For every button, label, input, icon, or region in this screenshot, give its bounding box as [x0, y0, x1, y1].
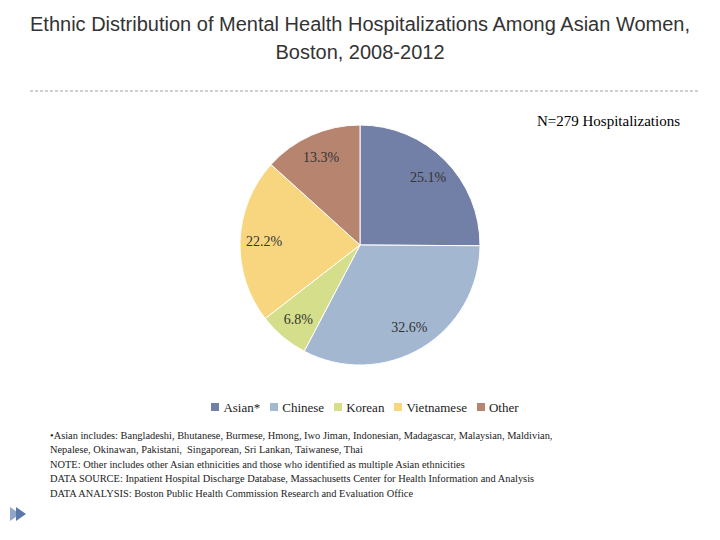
legend-item: Vietnamese [394, 400, 467, 416]
legend-item: Other [477, 400, 519, 416]
subtitle: N=279 Hospitalizations [537, 113, 680, 130]
legend-item: Chinese [270, 400, 324, 416]
legend-swatch [211, 403, 219, 411]
stage: 25.1% 32.6% 6.8% 22.2% 13.3% Ethnic Distribu… [0, 0, 720, 540]
pie [240, 125, 480, 365]
legend-label: Chinese [282, 400, 324, 415]
data-label: 32.6% [391, 320, 428, 335]
data-label: 13.3% [303, 150, 340, 165]
title: Ethnic Distribution of Mental Health Hos… [30, 10, 690, 66]
legend: Asian* Chinese Korean Vietnamese Other [0, 400, 720, 416]
note-line: DATA ANALYSIS: Boston Public Health Comm… [50, 487, 552, 501]
pie-slice [360, 125, 480, 246]
pie-slice [271, 125, 360, 245]
legend-item: Korean [334, 400, 384, 416]
legend-item: Asian* [211, 400, 260, 416]
notes: •Asian includes: Bangladeshi, Bhutanese,… [50, 429, 552, 501]
data-label: 22.2% [246, 234, 283, 249]
note-line: NOTE: Other includes other Asian ethnici… [50, 458, 552, 472]
legend-label: Asian* [223, 400, 260, 415]
legend-swatch [270, 403, 278, 411]
legend-swatch [334, 403, 342, 411]
data-label: 25.1% [410, 170, 447, 185]
note-line: DATA SOURCE: Inpatient Hospital Discharg… [50, 472, 552, 486]
legend-swatch [477, 403, 485, 411]
slide-marker [16, 507, 26, 521]
data-label: 6.8% [284, 312, 314, 327]
note-line: •Asian includes: Bangladeshi, Bhutanese,… [50, 429, 552, 443]
legend-label: Other [489, 400, 519, 415]
note-line: Nepalese, Okinawan, Pakistani, Singapore… [50, 443, 552, 457]
data-labels: 25.1% 32.6% 6.8% 22.2% 13.3% [246, 150, 447, 335]
title-rule [30, 91, 700, 92]
legend-swatch [394, 403, 402, 411]
legend-label: Vietnamese [406, 400, 467, 415]
legend-label: Korean [346, 400, 384, 415]
